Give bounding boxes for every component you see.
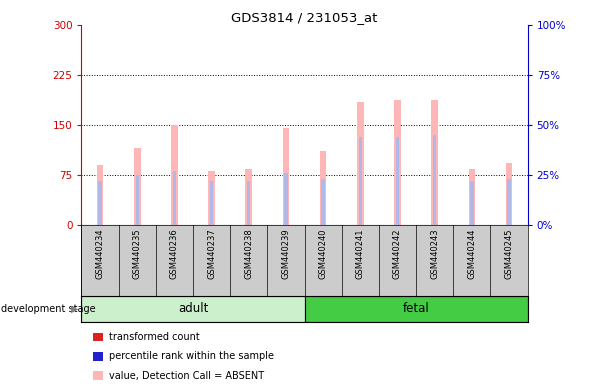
Bar [357,101,364,225]
Text: GSM440241: GSM440241 [356,228,365,279]
Text: GSM440244: GSM440244 [467,228,476,279]
Text: GSM440238: GSM440238 [244,228,253,279]
Text: GSM440235: GSM440235 [133,228,142,279]
Text: GSM440234: GSM440234 [95,228,104,279]
Text: transformed count: transformed count [109,332,200,342]
Text: GSM440239: GSM440239 [282,228,291,279]
Text: development stage: development stage [1,304,96,314]
Bar [284,173,288,225]
Bar [359,137,362,225]
Text: GSM440240: GSM440240 [318,228,327,279]
Bar [394,99,401,225]
Bar [210,181,213,225]
Bar [321,179,325,225]
Bar [96,165,103,225]
Bar [171,125,178,225]
Text: fetal: fetal [403,302,429,315]
Bar [506,163,513,225]
Text: percentile rank within the sample: percentile rank within the sample [109,351,274,361]
Text: GSM440243: GSM440243 [430,228,439,279]
Bar [507,179,511,225]
Title: GDS3814 / 231053_at: GDS3814 / 231053_at [232,11,377,24]
Bar [208,171,215,225]
Text: GSM440245: GSM440245 [505,228,514,279]
Bar [247,181,250,225]
Bar [433,135,437,225]
Bar [320,151,326,225]
Bar [136,175,139,225]
Text: ▶: ▶ [71,304,78,314]
Bar [469,169,475,225]
Bar [470,181,473,225]
Text: GSM440237: GSM440237 [207,228,216,279]
Bar [245,169,252,225]
Text: GSM440236: GSM440236 [170,228,179,279]
Bar [431,99,438,225]
Text: value, Detection Call = ABSENT: value, Detection Call = ABSENT [109,371,264,381]
Bar [396,137,399,225]
Bar [172,171,176,225]
Bar [305,296,528,322]
Bar [98,181,102,225]
Text: GSM440242: GSM440242 [393,228,402,279]
Bar [134,148,140,225]
Text: adult: adult [178,302,208,315]
Bar [283,128,289,225]
Bar [81,296,305,322]
